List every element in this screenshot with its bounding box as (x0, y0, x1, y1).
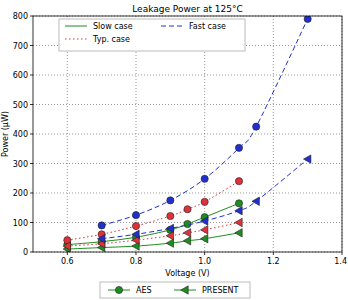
grid-line (33, 193, 342, 194)
data-point (235, 200, 242, 207)
data-point (63, 242, 70, 250)
data-point (235, 144, 242, 151)
legend: Slow case Typ. case Fast case (59, 19, 245, 51)
title: Leakage Power at 125°C (132, 4, 243, 14)
tick-label: 0 (23, 248, 28, 257)
data-point (98, 222, 105, 229)
data-point (235, 178, 242, 185)
data-point (252, 197, 259, 205)
data-point (235, 229, 242, 237)
x-axis-label: Voltage (V) (165, 269, 209, 278)
legend-box (59, 19, 245, 51)
legend-marker (115, 286, 122, 293)
data-point (201, 175, 208, 182)
data-point (183, 237, 190, 245)
tick-label: 0.6 (61, 257, 74, 266)
grid-line (67, 16, 68, 252)
tick (67, 252, 68, 255)
data-point (166, 224, 173, 232)
legend-label: Slow case (93, 22, 133, 31)
tick (30, 134, 33, 135)
data-point (166, 239, 173, 247)
tick-label: 300 (13, 160, 28, 169)
tick-label: 400 (13, 130, 28, 139)
plot-area (33, 16, 342, 252)
tick-label: 500 (13, 101, 28, 110)
data-point (97, 235, 104, 243)
grid-line (33, 104, 342, 105)
data-point (132, 212, 139, 219)
tick-label: 700 (13, 42, 28, 51)
legend-label: Fast case (189, 22, 226, 31)
data-point (132, 222, 139, 229)
tick-label: 1.0 (198, 257, 211, 266)
marks (63, 16, 311, 252)
marker-legend: AES PRESENT (100, 282, 250, 298)
data-point (304, 16, 311, 23)
tick (273, 252, 274, 255)
tick-label: 1.2 (267, 257, 280, 266)
series-line (102, 159, 308, 239)
data-point (303, 155, 310, 163)
grid-line (33, 75, 342, 76)
tick-label: 0.8 (130, 257, 143, 266)
tick-label: 100 (13, 219, 28, 228)
tick-label: 800 (13, 12, 28, 21)
tick (30, 16, 33, 17)
series-line (67, 233, 239, 249)
tick-label: 1.4 (334, 257, 347, 266)
y-axis-label: Power (μW) (1, 111, 10, 157)
series-line (67, 203, 239, 244)
data-point (200, 217, 207, 225)
legend-box (100, 282, 250, 298)
tick (30, 75, 33, 76)
legend-label: PRESENT (202, 286, 239, 295)
series-line (67, 223, 239, 247)
tick (30, 104, 33, 105)
data-point (167, 197, 174, 204)
data-point (235, 218, 242, 226)
data-point (167, 212, 174, 219)
data-point (132, 230, 139, 238)
plot-frame (33, 16, 342, 252)
chart: 0 100 200 300 400 500 600 700 800 0.6 0.8 1.0 1.2 1.4… (0, 0, 348, 300)
grid-line (33, 163, 342, 164)
legend-swatch (65, 26, 87, 27)
tick-label: 200 (13, 189, 28, 198)
data-point (253, 123, 260, 130)
tick (30, 252, 33, 253)
grid-line (33, 134, 342, 135)
data-point (201, 198, 208, 205)
tick-label: 600 (13, 71, 28, 80)
legend-swatch (161, 26, 183, 27)
data-point (184, 206, 191, 213)
legend-swatch (65, 39, 87, 40)
data-point (235, 207, 242, 215)
data-point (200, 226, 207, 234)
legend-label: AES (136, 286, 152, 295)
data-point (183, 229, 190, 237)
legend-label: Typ. case (92, 35, 130, 44)
data-point (166, 232, 173, 240)
tick (30, 222, 33, 223)
data-point (200, 235, 207, 243)
legend-marker (181, 286, 188, 294)
tick (204, 252, 205, 255)
grid-line (273, 16, 274, 252)
tick (30, 163, 33, 164)
tick (30, 45, 33, 46)
tick (342, 252, 343, 255)
tick (30, 193, 33, 194)
tick (136, 252, 137, 255)
